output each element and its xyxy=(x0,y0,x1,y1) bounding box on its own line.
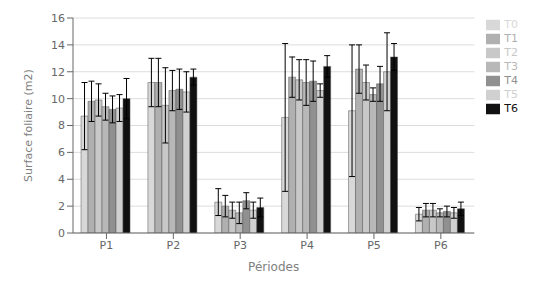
svg-text:2: 2 xyxy=(58,200,65,213)
html-text:T3: T3 xyxy=(504,60,518,73)
svg-text:6: 6 xyxy=(58,146,65,159)
html-text:T0: T0 xyxy=(504,18,518,31)
html-text:T2: T2 xyxy=(504,46,518,59)
svg-text:P1: P1 xyxy=(100,239,114,252)
svg-text:Périodes: Périodes xyxy=(248,260,299,274)
svg-text:10: 10 xyxy=(51,93,65,106)
svg-text:0: 0 xyxy=(58,227,65,240)
svg-text:P6: P6 xyxy=(434,239,448,252)
svg-text:8: 8 xyxy=(58,119,65,132)
html-text:T1: T1 xyxy=(504,32,518,45)
svg-text:P3: P3 xyxy=(233,239,247,252)
svg-text:14: 14 xyxy=(51,39,65,52)
svg-text:4: 4 xyxy=(58,173,65,186)
svg-text:P4: P4 xyxy=(300,239,314,252)
svg-text:P5: P5 xyxy=(367,239,381,252)
svg-text:12: 12 xyxy=(51,66,65,79)
svg-text:16: 16 xyxy=(51,12,65,25)
html-text:T5: T5 xyxy=(504,88,518,101)
svg-text:P2: P2 xyxy=(167,239,181,252)
html-text:T4: T4 xyxy=(504,74,518,87)
svg-text:Surface foliaire (m2): Surface foliaire (m2) xyxy=(22,69,35,182)
html-text:T6: T6 xyxy=(504,102,518,115)
